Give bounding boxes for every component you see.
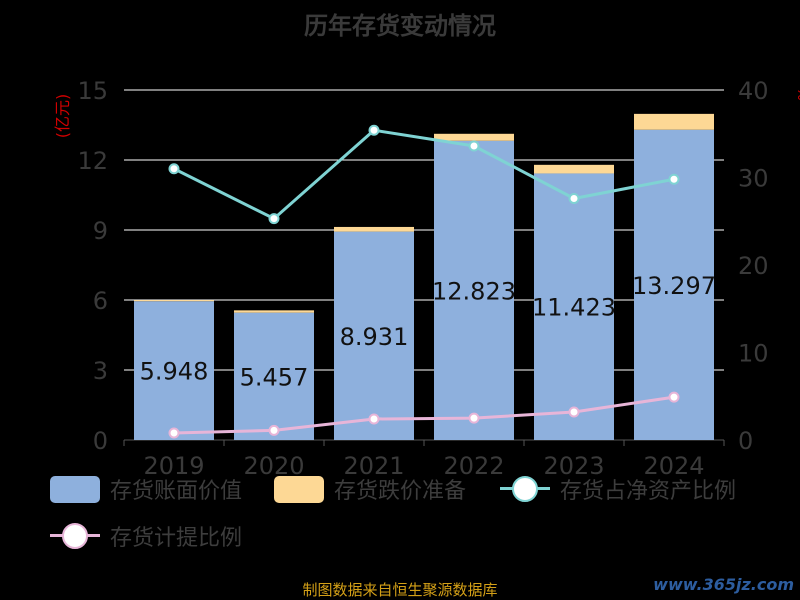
y-left-tick-label: 9: [93, 217, 108, 245]
bar-data-label: 5.948: [140, 358, 209, 386]
bar-data-label: 12.823: [432, 277, 516, 305]
y-left-tick-label: 3: [93, 357, 108, 385]
legend-swatch-book-value: [50, 475, 100, 503]
provision-line: [173, 395, 675, 435]
y-left-tick-label: 6: [93, 287, 108, 315]
y-right-tick-label: 30: [738, 165, 769, 193]
ratio-point: [168, 163, 180, 175]
legend-line-marker-provision: [50, 521, 100, 551]
x-tick-label: 2020: [243, 452, 304, 480]
bar-data-label: 13.297: [632, 272, 716, 300]
bar-book-value: [134, 301, 214, 440]
bar-impairment: [334, 226, 414, 232]
legend-item-impairment[interactable]: 存货跌价准备: [274, 474, 466, 504]
y-right-axis-label: %: [794, 87, 800, 100]
provision-point: [368, 413, 380, 425]
x-tick-label: 2022: [443, 452, 504, 480]
provision-point: [468, 412, 480, 424]
bar-book-value: [234, 312, 314, 440]
legend-label-ratio: 存货占净资产比例: [560, 479, 737, 504]
data-source-note: 制图数据来自恒生聚源数据库: [302, 581, 498, 599]
ratio-point: [468, 140, 480, 152]
legend-item-book-value[interactable]: 存货账面价值: [50, 474, 242, 504]
ratio-point: [668, 173, 680, 185]
y-left-tick-label: 0: [93, 427, 108, 455]
bar-data-label: 11.423: [532, 294, 616, 322]
x-tick-label: 2021: [343, 452, 404, 480]
ratio-point: [568, 193, 580, 204]
provision-point: [568, 406, 580, 418]
y-right-tick-label: 0: [738, 427, 753, 455]
x-tick-label: 2023: [543, 452, 604, 480]
x-tick-label: 2024: [643, 452, 704, 480]
y-left-tick-label: 15: [77, 77, 108, 105]
bar-impairment: [534, 164, 614, 174]
bar-book-value: [434, 140, 514, 440]
legend-label-provision: 存货计提比例: [110, 526, 243, 551]
bar-impairment: [434, 133, 514, 141]
y-left-tick-label: 12: [77, 147, 108, 175]
bar-impairment: [134, 300, 214, 302]
provision-point: [668, 391, 680, 403]
legend-line-marker-ratio: [500, 474, 550, 504]
ratio-point: [368, 124, 380, 136]
legend-label-book-value: 存货账面价值: [110, 479, 243, 504]
legend-label-impairment: 存货跌价准备: [334, 479, 467, 504]
bar-data-label: 8.931: [340, 323, 409, 351]
bar-book-value: [334, 231, 414, 440]
legend-item-provision[interactable]: 存货计提比例: [50, 521, 242, 551]
y-right-tick-label: 40: [738, 77, 769, 105]
chart-title: 历年存货变动情况: [304, 12, 496, 40]
ratio-line: [173, 128, 675, 221]
provision-point: [168, 427, 180, 439]
y-left-axis-label: (亿元): [53, 94, 72, 139]
legend-swatch-impairment: [274, 475, 324, 503]
bar-book-value: [534, 173, 614, 441]
bar-impairment: [634, 113, 714, 130]
bar-data-label: 5.457: [240, 363, 309, 391]
ratio-point: [268, 213, 280, 225]
legend-item-ratio[interactable]: 存货占净资产比例: [500, 474, 736, 504]
watermark: www.365jz.com: [653, 575, 794, 594]
y-right-tick-label: 10: [738, 340, 769, 368]
x-tick-label: 2019: [143, 452, 204, 480]
bar-impairment: [234, 310, 314, 313]
y-right-tick-label: 20: [738, 252, 769, 280]
provision-point: [268, 424, 280, 436]
